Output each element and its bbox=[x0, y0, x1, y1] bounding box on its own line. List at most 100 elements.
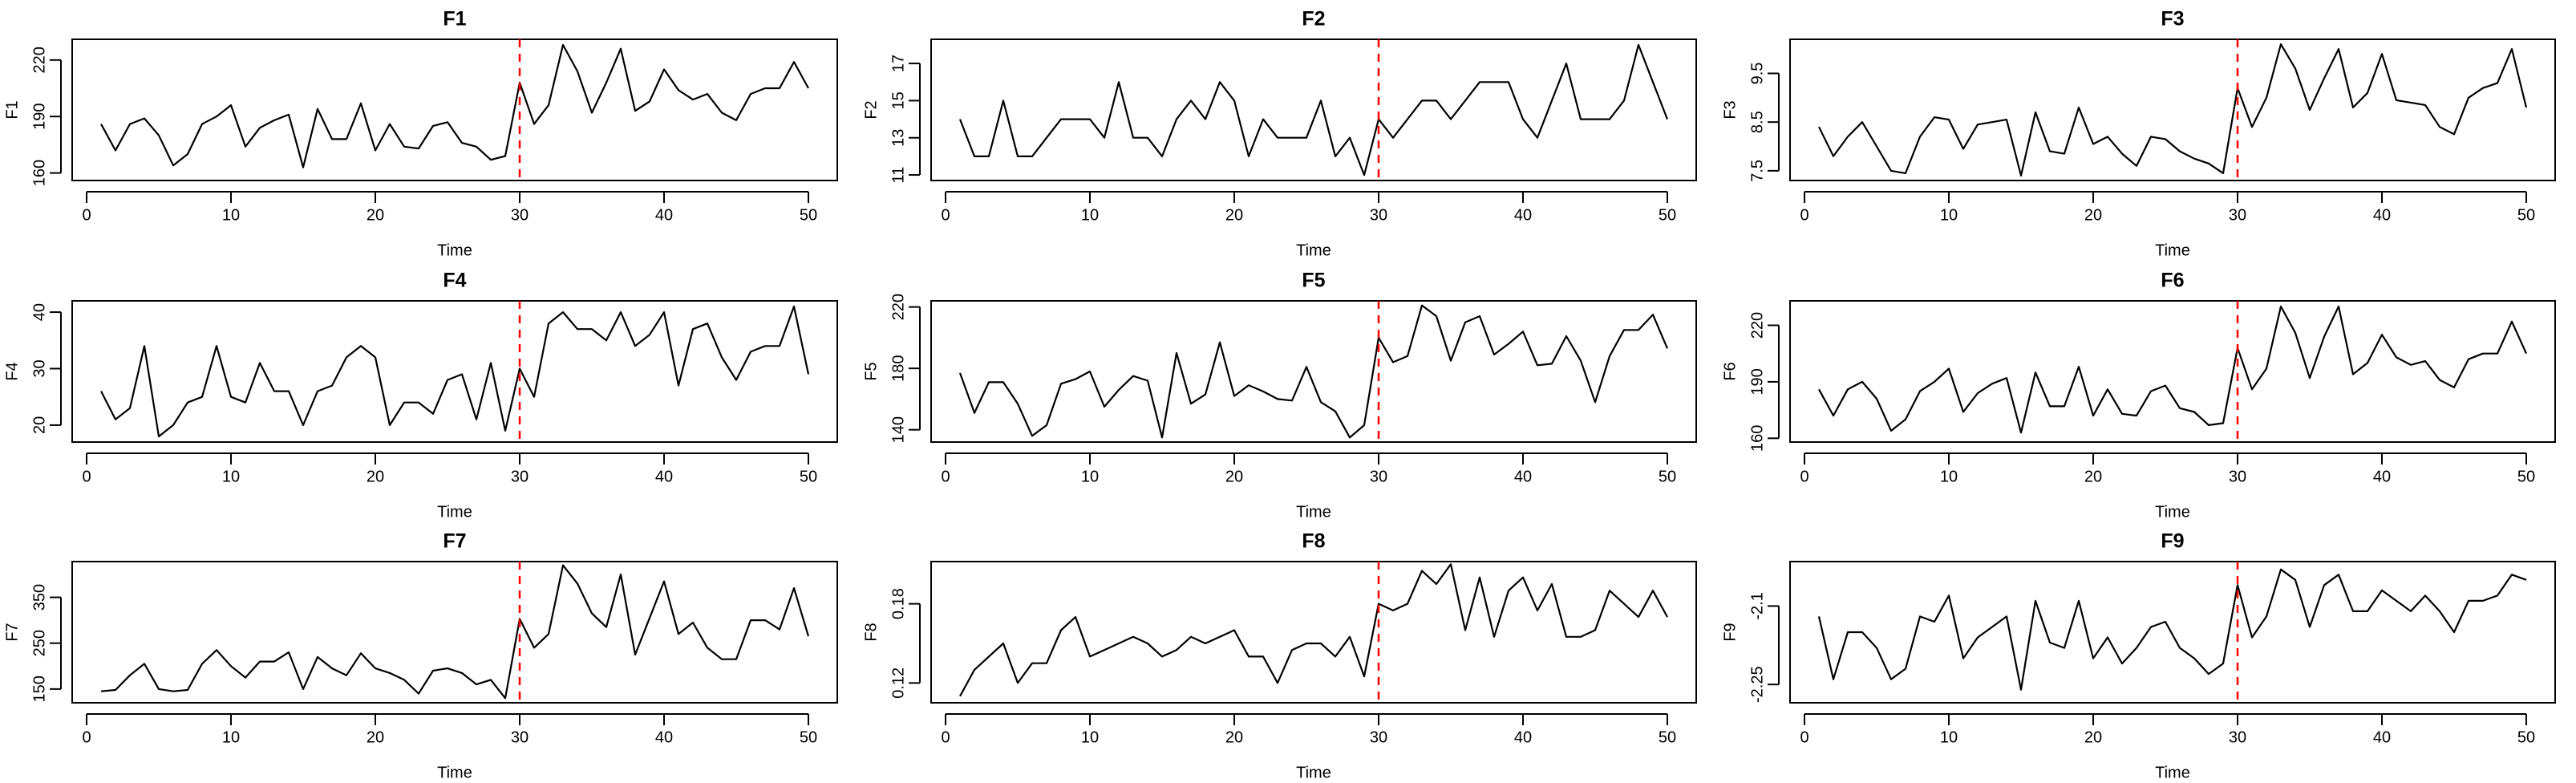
x-tick-label: 10 bbox=[1081, 206, 1099, 224]
y-tick-label: 220 bbox=[889, 294, 907, 320]
y-tick-label: -2.25 bbox=[1748, 666, 1766, 703]
x-tick-label: 50 bbox=[2517, 468, 2535, 485]
y-tick-label: 8.5 bbox=[1748, 111, 1766, 133]
x-tick-label: 30 bbox=[511, 468, 529, 485]
y-tick-label: 0.12 bbox=[889, 667, 907, 699]
plot-box bbox=[1789, 39, 2556, 181]
y-axis-label: F1 bbox=[3, 100, 21, 119]
x-tick-label: 0 bbox=[1800, 728, 1808, 746]
y-axis-label: F3 bbox=[1721, 100, 1739, 119]
plot-box bbox=[71, 39, 838, 181]
x-axis-label: Time bbox=[2155, 241, 2190, 259]
y-tick-label: 160 bbox=[1748, 425, 1766, 452]
x-tick-label: 50 bbox=[800, 728, 817, 746]
chart-title: F2 bbox=[1302, 8, 1325, 30]
y-axis-label: F2 bbox=[862, 100, 880, 119]
y-tick-label: 11 bbox=[889, 167, 907, 184]
x-axis-label: Time bbox=[1296, 241, 1331, 259]
x-tick-label: 50 bbox=[1659, 468, 1676, 485]
y-tick-label: 190 bbox=[30, 103, 48, 130]
y-tick-label: 160 bbox=[30, 160, 48, 186]
x-tick-label: 20 bbox=[2084, 728, 2102, 746]
x-tick-label: 0 bbox=[1800, 206, 1808, 224]
y-tick-label: -2.1 bbox=[1748, 592, 1766, 619]
y-tick-label: 250 bbox=[30, 630, 48, 656]
y-tick-label: 40 bbox=[30, 303, 48, 321]
series-line bbox=[1818, 305, 2528, 434]
y-axis-label: F4 bbox=[3, 362, 21, 380]
x-tick-label: 30 bbox=[1370, 728, 1387, 746]
x-tick-label: 20 bbox=[367, 206, 384, 224]
y-tick-label: 30 bbox=[30, 359, 48, 377]
x-axis-label: Time bbox=[437, 764, 472, 781]
x-tick-label: 20 bbox=[367, 728, 384, 746]
x-tick-label: 40 bbox=[655, 468, 673, 485]
x-tick-label: 10 bbox=[222, 468, 240, 485]
y-tick-label: 0.18 bbox=[889, 588, 907, 619]
chart-title: F7 bbox=[443, 530, 466, 553]
x-axis-label: Time bbox=[2155, 764, 2190, 781]
x-tick-label: 10 bbox=[1940, 728, 1958, 746]
x-tick-label: 30 bbox=[2229, 468, 2246, 485]
x-tick-label: 0 bbox=[82, 206, 91, 224]
x-axis-label: Time bbox=[437, 241, 472, 259]
y-tick-label: 350 bbox=[30, 584, 48, 611]
x-tick-label: 50 bbox=[2517, 728, 2535, 746]
y-tick-label: 140 bbox=[889, 416, 907, 443]
x-tick-label: 20 bbox=[367, 468, 384, 485]
series-line bbox=[1818, 43, 2528, 176]
x-tick-label: 30 bbox=[1370, 206, 1387, 224]
x-tick-label: 30 bbox=[511, 728, 529, 746]
plot-box bbox=[1789, 561, 2556, 704]
x-axis-label: Time bbox=[1296, 503, 1331, 521]
y-tick-label: 17 bbox=[889, 55, 907, 72]
y-axis-label: F9 bbox=[1721, 623, 1739, 641]
x-tick-label: 0 bbox=[82, 468, 91, 485]
y-axis-label: F5 bbox=[862, 362, 880, 380]
chart-title: F1 bbox=[443, 8, 466, 30]
x-tick-label: 50 bbox=[1659, 206, 1676, 224]
x-tick-label: 50 bbox=[1659, 728, 1676, 746]
plot-box bbox=[930, 300, 1697, 443]
x-tick-label: 30 bbox=[2229, 206, 2246, 224]
x-tick-label: 20 bbox=[1225, 468, 1243, 485]
x-tick-label: 0 bbox=[82, 728, 91, 746]
y-tick-label: 9.5 bbox=[1748, 63, 1766, 85]
y-tick-label: 220 bbox=[1748, 312, 1766, 339]
chart-title: F5 bbox=[1302, 270, 1325, 292]
y-tick-label: 15 bbox=[889, 91, 907, 109]
plot-box bbox=[71, 300, 838, 443]
chart-title: F3 bbox=[2161, 8, 2184, 30]
series-line bbox=[958, 43, 1669, 176]
y-axis-label: F7 bbox=[3, 623, 21, 641]
x-tick-label: 40 bbox=[1514, 206, 1532, 224]
x-tick-label: 0 bbox=[941, 468, 950, 485]
x-tick-label: 40 bbox=[2373, 728, 2391, 746]
y-tick-label: 13 bbox=[889, 129, 907, 147]
x-tick-label: 0 bbox=[1800, 468, 1808, 485]
y-tick-label: 190 bbox=[1748, 368, 1766, 395]
x-axis-label: Time bbox=[437, 503, 472, 521]
x-tick-label: 20 bbox=[2084, 468, 2102, 485]
x-tick-label: 30 bbox=[1370, 468, 1387, 485]
x-tick-label: 50 bbox=[800, 468, 817, 485]
y-tick-label: 220 bbox=[30, 47, 48, 73]
x-tick-label: 20 bbox=[1225, 728, 1243, 746]
x-axis-label: Time bbox=[1296, 764, 1331, 781]
y-axis-label: F6 bbox=[1721, 362, 1739, 380]
y-axis-label: F8 bbox=[862, 623, 880, 641]
series-line bbox=[958, 304, 1669, 439]
x-tick-label: 30 bbox=[511, 206, 529, 224]
x-tick-label: 20 bbox=[1225, 206, 1243, 224]
x-tick-label: 10 bbox=[222, 206, 240, 224]
y-tick-label: 180 bbox=[889, 355, 907, 381]
x-tick-label: 40 bbox=[2373, 206, 2391, 224]
x-tick-label: 40 bbox=[655, 206, 673, 224]
chart-title: F4 bbox=[443, 270, 466, 292]
plot-box bbox=[930, 561, 1697, 704]
x-axis-label: Time bbox=[2155, 503, 2190, 521]
series-line bbox=[100, 43, 809, 168]
chart-title: F8 bbox=[1302, 530, 1325, 553]
